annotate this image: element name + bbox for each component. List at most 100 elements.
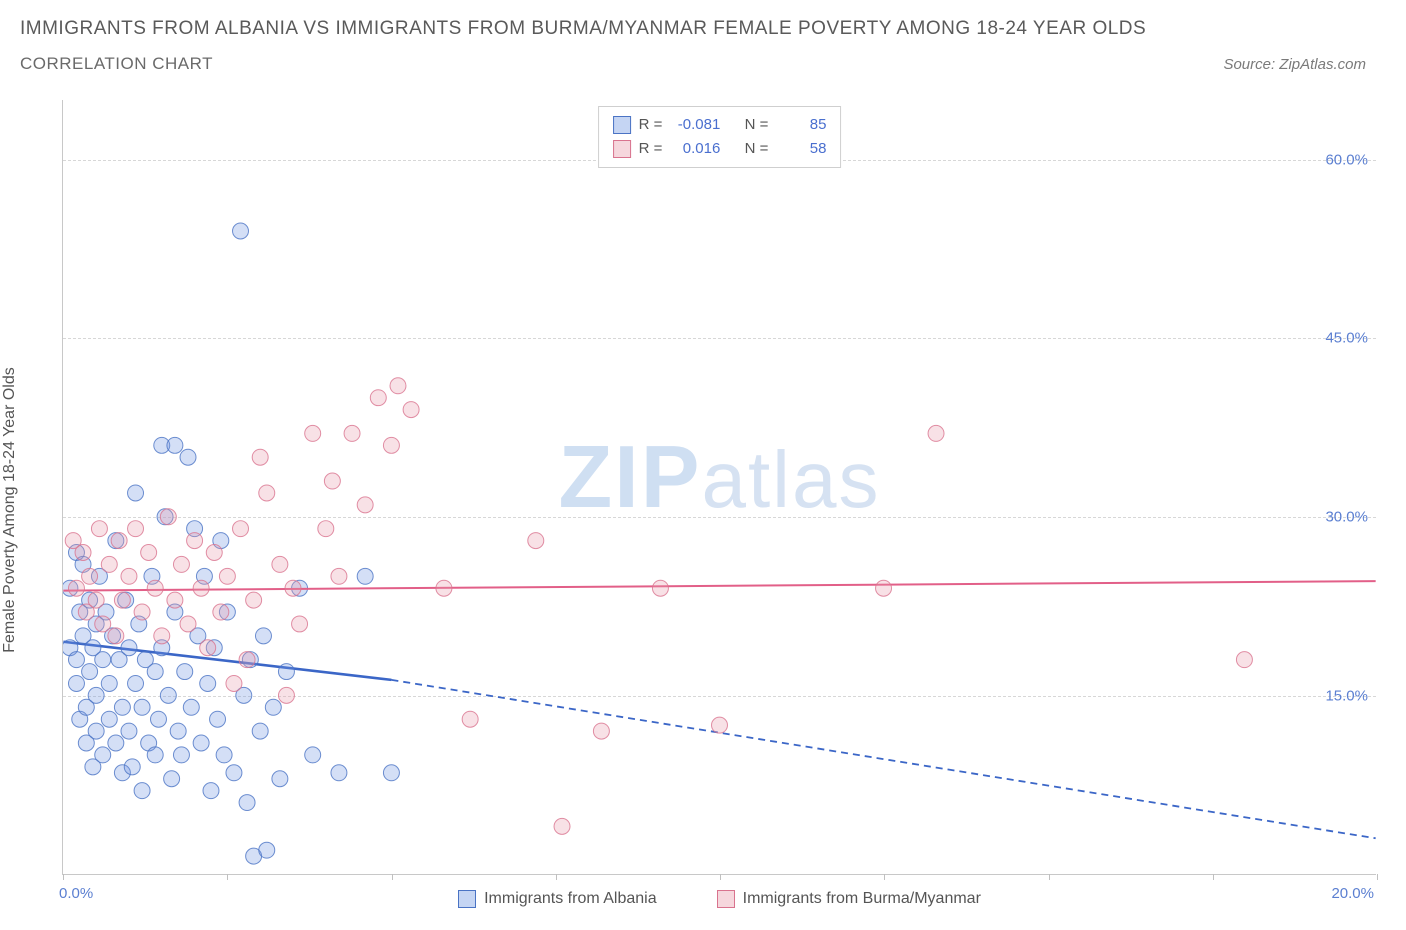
data-point-burma [357,497,373,513]
x-tick-max: 20.0% [1331,885,1374,902]
n-label: N = [745,113,769,137]
n-label: N = [745,137,769,161]
data-point-albania [101,675,117,691]
data-point-burma [292,616,308,632]
data-point-albania [124,759,140,775]
legend-label-burma: Immigrants from Burma/Myanmar [743,890,981,908]
data-point-albania [95,747,111,763]
legend-label-albania: Immigrants from Albania [484,890,657,908]
data-point-burma [134,604,150,620]
data-point-albania [88,723,104,739]
data-point-burma [876,580,892,596]
data-point-albania [88,687,104,703]
data-point-albania [305,747,321,763]
data-point-albania [170,723,186,739]
stats-row-burma: R = 0.016 N = 58 [613,137,827,161]
legend-item-burma: Immigrants from Burma/Myanmar [717,890,981,908]
data-point-albania [177,664,193,680]
x-tick-mark [63,874,64,880]
data-point-burma [252,449,268,465]
data-point-burma [141,545,157,561]
data-point-burma [285,580,301,596]
data-point-burma [554,818,570,834]
data-point-burma [233,521,249,537]
data-point-albania [167,437,183,453]
data-point-albania [180,449,196,465]
chart-title: IMMIGRANTS FROM ALBANIA VS IMMIGRANTS FR… [20,18,1386,40]
data-point-burma [160,509,176,525]
data-point-burma [712,717,728,733]
data-point-burma [206,545,222,561]
swatch-albania-icon [458,890,476,908]
data-point-burma [121,568,137,584]
swatch-burma-icon [717,890,735,908]
data-point-albania [173,747,189,763]
data-point-albania [128,675,144,691]
data-point-burma [101,556,117,572]
data-point-burma [318,521,334,537]
data-point-albania [68,652,84,668]
stats-legend: R = -0.081 N = 85 R = 0.016 N = 58 [598,106,842,168]
data-point-burma [344,425,360,441]
x-tick-mark [720,874,721,880]
data-point-albania [259,842,275,858]
data-point-burma [111,533,127,549]
data-point-burma [528,533,544,549]
data-point-burma [200,640,216,656]
data-point-burma [193,580,209,596]
data-point-burma [219,568,235,584]
data-point-burma [370,390,386,406]
x-tick-mark [556,874,557,880]
n-value-albania: 85 [776,113,826,137]
r-value-albania: -0.081 [670,113,720,137]
data-point-albania [193,735,209,751]
data-point-burma [383,437,399,453]
data-point-burma [114,592,130,608]
data-point-burma [403,402,419,418]
data-point-burma [1236,652,1252,668]
data-point-burma [154,628,170,644]
x-tick-mark [1377,874,1378,880]
data-point-burma [128,521,144,537]
data-point-albania [203,783,219,799]
data-point-albania [82,664,98,680]
data-point-burma [226,675,242,691]
x-tick-min: 0.0% [59,885,93,902]
data-point-albania [114,699,130,715]
data-point-albania [151,711,167,727]
data-point-burma [82,568,98,584]
data-point-burma [88,592,104,608]
data-point-burma [331,568,347,584]
chart-container: Female Poverty Among 18-24 Year Olds ZIP… [20,90,1386,930]
x-tick-mark [227,874,228,880]
data-point-burma [95,616,111,632]
data-point-burma [187,533,203,549]
legend-item-albania: Immigrants from Albania [458,890,657,908]
data-point-albania [134,699,150,715]
swatch-albania-icon [613,116,631,134]
series-legend: Immigrants from Albania Immigrants from … [63,890,1376,908]
data-point-albania [233,223,249,239]
data-point-burma [239,652,255,668]
trendline-burma [63,581,1375,591]
data-point-albania [200,675,216,691]
data-point-albania [121,640,137,656]
data-point-burma [462,711,478,727]
data-point-albania [128,485,144,501]
data-point-burma [305,425,321,441]
data-point-albania [226,765,242,781]
data-point-albania [68,675,84,691]
data-point-albania [383,765,399,781]
r-label: R = [639,113,663,137]
data-point-albania [95,652,111,668]
data-point-burma [259,485,275,501]
data-point-albania [331,765,347,781]
data-point-burma [91,521,107,537]
data-point-albania [121,723,137,739]
data-point-burma [390,378,406,394]
data-point-albania [147,747,163,763]
data-point-burma [436,580,452,596]
x-tick-mark [884,874,885,880]
data-point-albania [101,711,117,727]
r-value-burma: 0.016 [670,137,720,161]
